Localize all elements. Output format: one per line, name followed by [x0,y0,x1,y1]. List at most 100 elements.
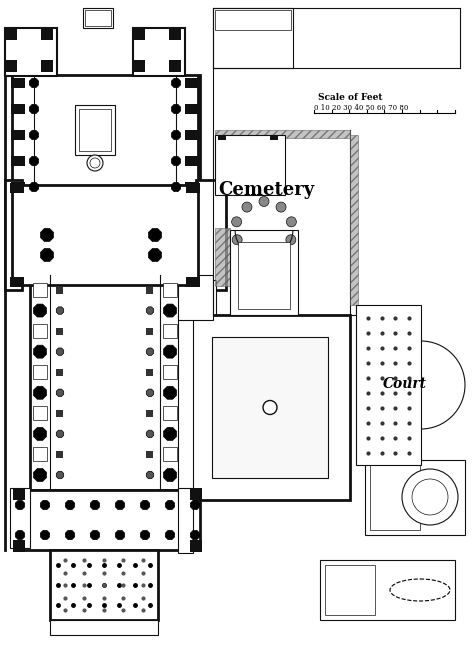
Bar [178,315,193,500]
Bar [208,280,216,500]
Circle shape [232,217,242,227]
Bar [163,365,177,379]
Circle shape [232,235,242,245]
Bar [13,488,25,500]
Bar [218,135,226,140]
Bar [163,447,177,461]
Bar [12,75,198,195]
Bar [212,337,328,478]
Bar [83,8,113,28]
Bar [163,406,177,420]
Bar [33,324,47,338]
Bar [11,182,25,192]
Bar [34,449,46,461]
Bar [164,284,176,296]
Bar [146,286,154,294]
Bar [41,60,53,72]
Bar [215,10,291,30]
Circle shape [259,196,269,206]
Bar [50,620,158,635]
Text: Cemetery: Cemetery [218,181,314,199]
Bar [215,130,350,138]
Bar [11,130,25,140]
Bar [10,488,30,548]
Bar [146,328,154,334]
Bar [34,366,46,378]
Bar [56,369,64,376]
Circle shape [412,479,448,515]
Bar [10,277,24,287]
Bar [83,116,93,124]
Bar [356,305,421,465]
Bar [146,369,154,376]
Circle shape [87,155,103,171]
Bar [185,78,199,88]
Bar [370,465,420,530]
Bar [13,540,25,552]
Bar [11,78,25,88]
Bar [215,228,230,286]
Bar [85,10,111,26]
Bar [185,130,199,140]
Bar [75,105,115,155]
Bar [164,449,176,461]
Text: Court: Court [383,377,427,391]
Bar [365,460,465,535]
Bar [186,183,200,193]
Bar [133,28,145,40]
Circle shape [286,235,296,245]
Bar [164,407,176,419]
Circle shape [276,202,286,212]
Bar [270,135,278,140]
Bar [133,60,145,72]
Circle shape [263,401,277,415]
Bar [164,325,176,337]
Bar [213,8,293,68]
Bar [164,366,176,378]
Bar [56,410,64,417]
Bar [5,28,17,40]
Bar [10,183,24,193]
Bar [230,230,298,315]
Bar [190,488,202,500]
Bar [11,156,25,166]
Bar [56,286,64,294]
Bar [33,406,47,420]
Bar [34,407,46,419]
Bar [178,488,193,553]
Circle shape [242,202,252,212]
Bar [33,365,47,379]
Bar [133,28,185,76]
Bar [56,328,64,334]
Bar [146,410,154,417]
Bar [79,109,111,151]
Bar [12,185,198,285]
Bar [238,242,290,309]
Bar [325,565,375,615]
Bar [5,60,17,72]
Bar [169,28,181,40]
Bar [30,275,180,490]
Bar [178,275,213,320]
Bar [33,283,47,297]
Bar [146,451,154,458]
Bar [190,540,202,552]
Bar [15,490,200,550]
Bar [5,180,22,290]
Text: 0 10 20 30 40 50 60 70 80: 0 10 20 30 40 50 60 70 80 [314,104,409,112]
Bar [185,104,199,114]
Bar [5,28,57,76]
Bar [185,156,199,166]
Bar [163,283,177,297]
Circle shape [402,469,458,525]
Bar [185,182,199,192]
Bar [33,447,47,461]
Bar [350,135,358,305]
Circle shape [90,158,100,168]
Bar [34,325,46,337]
Circle shape [286,217,296,227]
Bar [34,284,46,296]
Bar [215,135,285,195]
Bar [56,451,64,458]
Bar [11,104,25,114]
